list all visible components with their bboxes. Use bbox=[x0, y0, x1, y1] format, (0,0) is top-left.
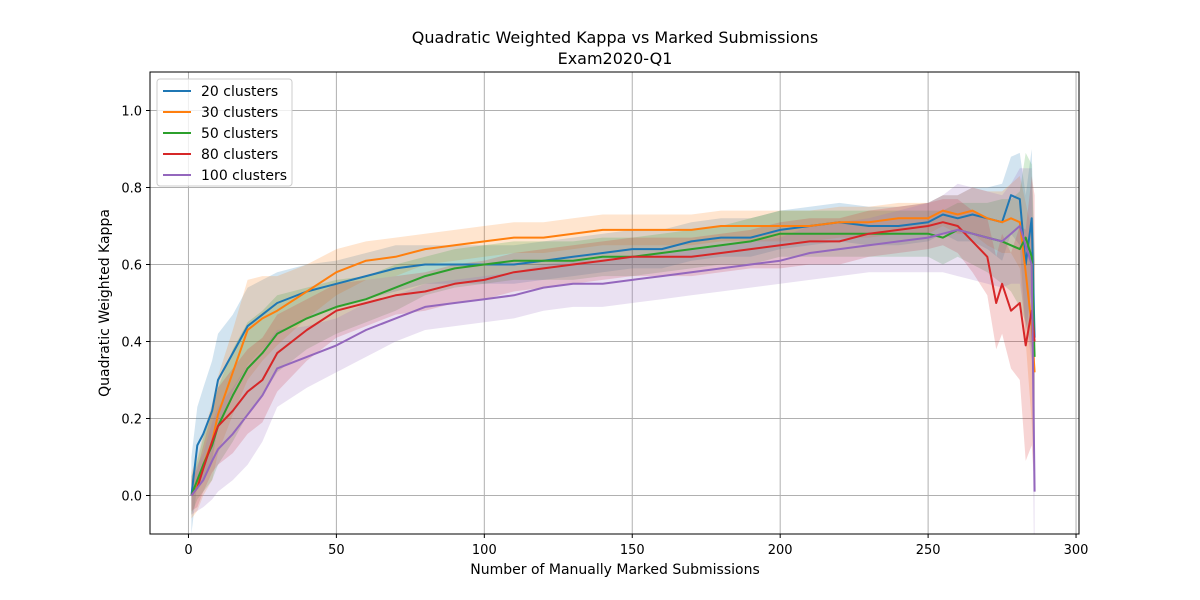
series-line-2 bbox=[190, 209, 1036, 496]
legend-label-series-2: 30 clusters bbox=[201, 105, 278, 121]
x-tick-label: 100 bbox=[472, 543, 497, 558]
x-tick-label: 250 bbox=[916, 543, 941, 558]
confidence-band-series-5 bbox=[191, 168, 1035, 534]
y-tick-label: 0.6 bbox=[121, 259, 142, 274]
y-tick-label: 0.8 bbox=[121, 182, 142, 197]
y-axis-label: Quadratic Weighted Kappa bbox=[97, 209, 113, 397]
x-axis-label: Number of Manually Marked Submissions bbox=[470, 562, 760, 578]
x-tick-label: 300 bbox=[1064, 543, 1089, 558]
confidence-band-series-4 bbox=[191, 176, 1035, 511]
legend-box bbox=[156, 78, 293, 187]
confidence-band-series-3 bbox=[191, 152, 1035, 515]
legend-label-series-3: 50 clusters bbox=[201, 126, 278, 142]
y-tick-label: 0.0 bbox=[121, 490, 142, 505]
series-line-5 bbox=[190, 225, 1036, 497]
x-tick-label: 200 bbox=[768, 543, 793, 558]
x-tick-label: 150 bbox=[620, 543, 645, 558]
legend-label-series-5: 100 clusters bbox=[201, 168, 287, 184]
y-tick-label: 0.2 bbox=[121, 413, 142, 428]
series-line-4 bbox=[190, 221, 1036, 497]
legend-label-series-1: 20 clusters bbox=[201, 84, 278, 100]
chart-subtitle: Exam2020-Q1 bbox=[558, 49, 673, 68]
legend: 20 clusters 30 clusters 50 clusters 80 clus… bbox=[156, 78, 293, 187]
plot-area: 0 50 100 150 200 250 300 0.0 0.2 0.4 0.6 0.8 1.0 bbox=[121, 71, 1089, 558]
confidence-band-series-2 bbox=[191, 176, 1035, 519]
y-tick-label: 0.4 bbox=[121, 336, 142, 351]
axes-frame bbox=[149, 71, 1080, 535]
x-tick-label: 50 bbox=[328, 543, 345, 558]
x-tick-label: 0 bbox=[184, 543, 192, 558]
legend-label-series-4: 80 clusters bbox=[201, 147, 278, 163]
chart-title: Quadratic Weighted Kappa vs Marked Submi… bbox=[412, 28, 818, 47]
series-group bbox=[190, 149, 1036, 534]
y-tick-label: 1.0 bbox=[121, 105, 142, 120]
series-line-1 bbox=[190, 194, 1036, 496]
